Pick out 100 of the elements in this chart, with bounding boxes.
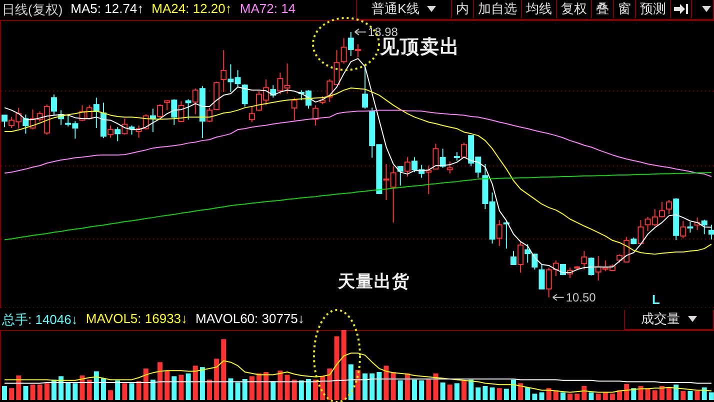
- candlestick: [220, 50, 227, 93]
- bar: [659, 386, 664, 400]
- bar: [384, 366, 389, 400]
- text: 叠: [591, 0, 613, 18]
- text: 加自选: [473, 0, 521, 18]
- candlestick: [150, 108, 156, 133]
- annotation: 10.50: [566, 290, 596, 304]
- text: 复权: [556, 0, 591, 18]
- bar: [412, 380, 418, 400]
- bar: [30, 384, 36, 400]
- bar: [16, 376, 22, 400]
- bar: [66, 382, 71, 400]
- candlestick: [348, 31, 354, 57]
- bar: [72, 383, 78, 400]
- bar: [708, 392, 714, 400]
- annotation: L: [652, 292, 661, 307]
- bar: [362, 373, 368, 400]
- candlestick: [581, 250, 588, 270]
- bar: [186, 373, 191, 400]
- bar: [504, 388, 509, 400]
- bar: [539, 392, 544, 400]
- bar: [228, 378, 234, 400]
- candlestick: [666, 200, 672, 215]
- bar: [404, 373, 410, 400]
- bar: [390, 372, 396, 400]
- candlestick: [461, 142, 468, 158]
- candlestick: [362, 66, 368, 110]
- bar: [51, 380, 56, 400]
- bar: [496, 388, 502, 400]
- bar: [334, 336, 340, 400]
- candlestick: [93, 97, 100, 129]
- bar: [702, 387, 707, 400]
- bar: [490, 387, 495, 400]
- candlestick: [50, 94, 57, 116]
- bar: [610, 394, 615, 400]
- bar: [108, 390, 114, 400]
- bar: [518, 383, 524, 400]
- candlestick: [164, 100, 170, 111]
- bar: [143, 368, 148, 400]
- text: 普通K线: [372, 0, 420, 18]
- bar: [264, 372, 269, 400]
- bar: [270, 381, 276, 400]
- bar: [313, 380, 318, 400]
- bar: [256, 373, 262, 400]
- candlestick: [312, 104, 319, 126]
- text: 窗: [613, 0, 635, 18]
- bar: [129, 383, 134, 400]
- bar: [419, 380, 424, 400]
- candlestick: [157, 104, 164, 118]
- bar: [58, 376, 64, 400]
- candlestick: [538, 264, 545, 290]
- bar: [115, 380, 120, 400]
- candlestick: [291, 97, 298, 121]
- bar: [242, 379, 248, 400]
- bar: [249, 376, 254, 400]
- annotation: 见顶卖出: [380, 36, 460, 60]
- text: 均线: [521, 0, 556, 18]
- bar: [158, 362, 163, 400]
- bar: [136, 381, 142, 400]
- text: MAVOL60: 30775↓: [196, 311, 304, 328]
- bar: [440, 382, 446, 400]
- bar: [370, 373, 375, 400]
- bar: [447, 384, 452, 400]
- candlestick: [446, 161, 453, 174]
- annotation: 天量出货: [338, 271, 410, 293]
- candlestick: [404, 156, 410, 178]
- bar: [164, 370, 170, 400]
- bar: [192, 366, 198, 400]
- candlestick: [22, 114, 29, 134]
- candlestick: [100, 102, 106, 139]
- bar: [426, 379, 432, 400]
- bar: [666, 387, 672, 400]
- text: MA5: 12.74↑: [70, 1, 144, 18]
- candlestick: [354, 44, 361, 58]
- chart-title: 日线(复权): [2, 1, 63, 19]
- candlestick: [340, 38, 347, 64]
- bar: [476, 387, 481, 400]
- candlestick: [192, 88, 198, 115]
- bar: [172, 376, 177, 400]
- text: MAVOL5: 16933↓: [86, 311, 188, 328]
- candlestick: [588, 257, 594, 276]
- bar: [278, 370, 283, 400]
- candlestick: [114, 126, 121, 142]
- candlestick: [638, 220, 644, 245]
- bar: [468, 380, 474, 400]
- bar: [2, 386, 7, 400]
- bar: [532, 394, 538, 400]
- bar: [122, 383, 128, 400]
- annotation: 18.98: [368, 24, 398, 39]
- bar: [214, 358, 220, 400]
- bar: [680, 390, 686, 400]
- bar: [582, 386, 587, 400]
- bar: [602, 392, 608, 400]
- text: 成交量: [641, 310, 680, 328]
- bar: [292, 380, 297, 400]
- candlestick: [2, 114, 8, 128]
- bar: [207, 380, 212, 400]
- candlestick: [242, 84, 248, 107]
- bar: [624, 384, 630, 400]
- bar: [510, 380, 516, 400]
